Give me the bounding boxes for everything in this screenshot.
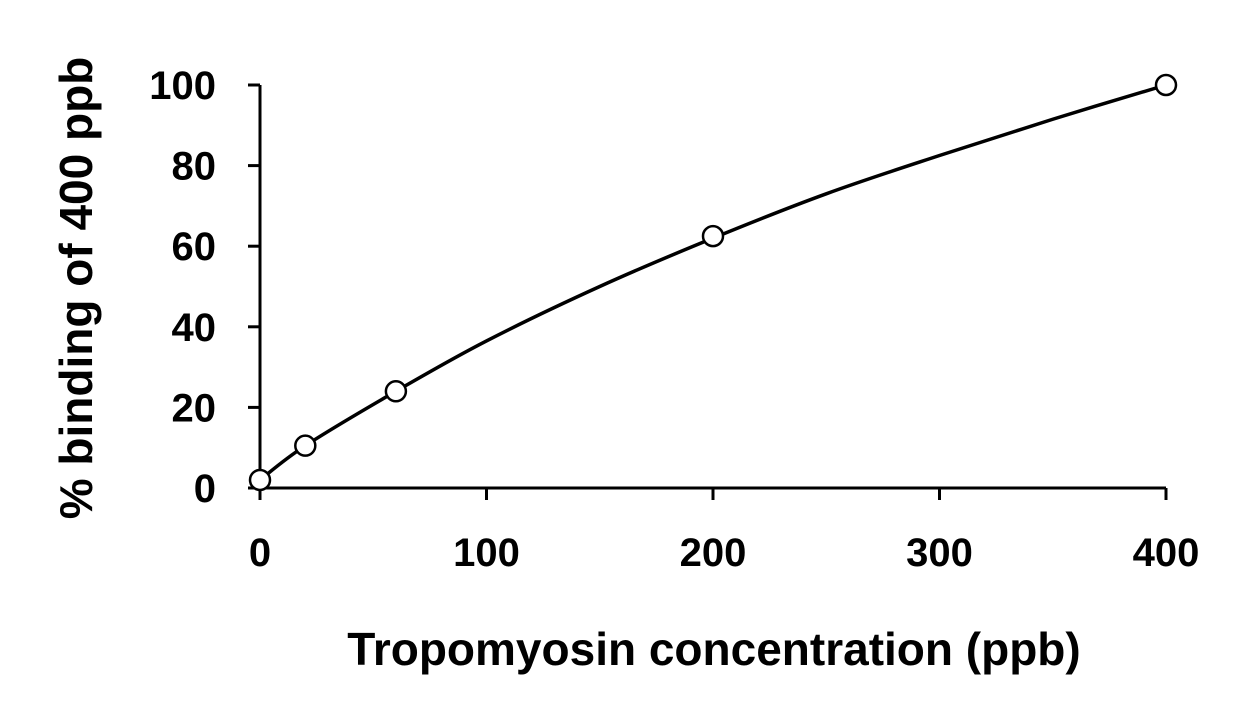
x-axis-title: Tropomyosin concentration (ppb): [347, 623, 1080, 675]
data-points-layer: [248, 73, 1178, 492]
data-point: [1154, 73, 1178, 97]
axes: [258, 85, 1166, 490]
data-point: [384, 380, 408, 403]
data-point: [294, 434, 317, 457]
y-tick-label: 20: [172, 386, 217, 430]
x-tick-label: 100: [453, 531, 520, 575]
fit-curve-layer: [258, 83, 1167, 482]
x-tick-label: 400: [1133, 531, 1200, 575]
tick-labels: 0 100 200 300 400 0 20 40 60 80 100: [149, 64, 1199, 575]
y-tick-label: 100: [149, 64, 216, 108]
x-tick-label: 200: [680, 531, 747, 575]
y-tick-label: 60: [172, 225, 217, 269]
fit-curve: [258, 83, 1167, 482]
y-tick-label: 80: [172, 145, 217, 189]
y-tick-label: 0: [194, 467, 216, 511]
data-point: [248, 468, 272, 492]
y-axis-title: % binding of 400 ppb: [50, 57, 102, 520]
x-tick-label: 0: [249, 531, 271, 575]
data-point: [701, 224, 725, 248]
tick-marks: [248, 83, 1168, 500]
x-tick-label: 300: [906, 531, 973, 575]
y-tick-label: 40: [172, 306, 217, 350]
